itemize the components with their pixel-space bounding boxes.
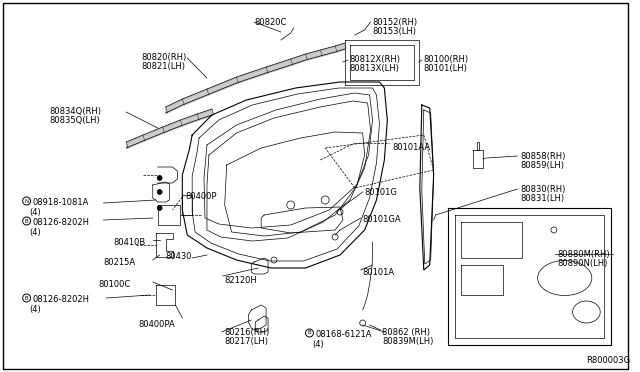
Text: 80410B: 80410B — [113, 238, 145, 247]
Text: 80100(RH): 80100(RH) — [424, 55, 469, 64]
Text: 80101A: 80101A — [363, 268, 395, 277]
Text: 80880M(RH): 80880M(RH) — [558, 250, 611, 259]
Text: 80830(RH): 80830(RH) — [520, 185, 566, 194]
Text: (4): (4) — [312, 340, 324, 349]
Text: 80101G: 80101G — [365, 188, 397, 197]
Circle shape — [157, 176, 162, 180]
Text: B: B — [25, 295, 28, 301]
Text: R800003G: R800003G — [586, 356, 630, 365]
Text: 80215A: 80215A — [104, 258, 136, 267]
Text: 80820C: 80820C — [254, 18, 287, 27]
Text: 80839M(LH): 80839M(LH) — [382, 337, 434, 346]
Text: 80400P: 80400P — [186, 192, 217, 201]
Text: 80831(LH): 80831(LH) — [520, 194, 564, 203]
Text: (4): (4) — [29, 305, 42, 314]
Text: 80430: 80430 — [166, 252, 192, 261]
Text: 80835Q(LH): 80835Q(LH) — [49, 116, 100, 125]
Text: 08918-1081A: 08918-1081A — [33, 198, 89, 207]
Text: 80820(RH): 80820(RH) — [141, 53, 186, 62]
Text: 80813X(LH): 80813X(LH) — [350, 64, 400, 73]
Text: N: N — [24, 199, 29, 203]
Text: 80101GA: 80101GA — [363, 215, 401, 224]
Text: B: B — [25, 218, 28, 224]
Text: 80812X(RH): 80812X(RH) — [350, 55, 401, 64]
Text: 80153(LH): 80153(LH) — [372, 27, 417, 36]
Text: 80101AA: 80101AA — [392, 143, 430, 152]
Text: 80862 (RH): 80862 (RH) — [382, 328, 430, 337]
Text: 80890N(LH): 80890N(LH) — [558, 259, 608, 268]
Text: 80859(LH): 80859(LH) — [520, 161, 564, 170]
Text: B: B — [308, 330, 311, 336]
Text: 80834Q(RH): 80834Q(RH) — [49, 107, 101, 116]
Circle shape — [157, 205, 162, 211]
Text: 08126-8202H: 08126-8202H — [33, 218, 90, 227]
Text: 80152(RH): 80152(RH) — [372, 18, 418, 27]
Text: (4): (4) — [29, 208, 42, 217]
Text: 80858(RH): 80858(RH) — [520, 152, 566, 161]
Text: 80101(LH): 80101(LH) — [424, 64, 468, 73]
Text: 80217(LH): 80217(LH) — [225, 337, 269, 346]
Text: (4): (4) — [29, 228, 42, 237]
Circle shape — [157, 189, 162, 195]
Text: 80400PA: 80400PA — [138, 320, 175, 329]
Text: 80216(RH): 80216(RH) — [225, 328, 270, 337]
Text: 82120H: 82120H — [225, 276, 257, 285]
Text: 08168-6121A: 08168-6121A — [316, 330, 372, 339]
Text: 80100C: 80100C — [99, 280, 131, 289]
Text: 08126-8202H: 08126-8202H — [33, 295, 90, 304]
Text: 80821(LH): 80821(LH) — [141, 62, 185, 71]
